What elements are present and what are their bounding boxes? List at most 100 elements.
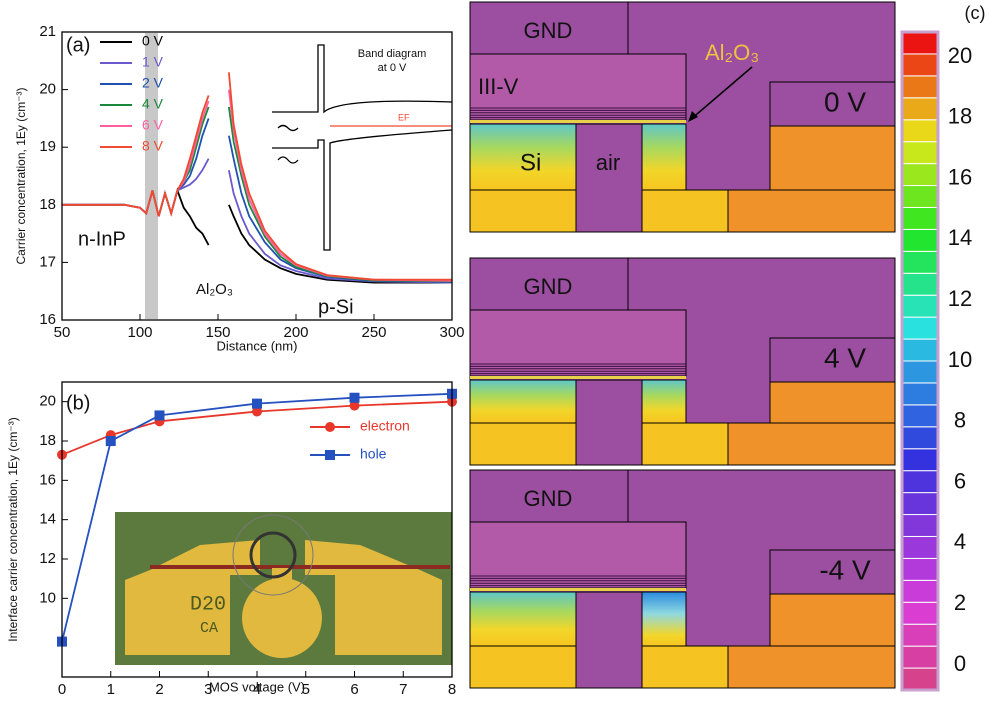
layer-label: air bbox=[596, 150, 620, 175]
legend-label: 6 V bbox=[142, 117, 164, 133]
colorbar-label: 12 bbox=[948, 286, 972, 311]
figure: Band diagram at 0 V EF D20 CA GND0 VIII-… bbox=[0, 0, 989, 697]
legend-label: 2 V bbox=[142, 75, 164, 91]
p-si bbox=[770, 126, 895, 190]
colorbar-step bbox=[902, 471, 938, 493]
silicon bbox=[642, 592, 686, 646]
device-photo bbox=[115, 512, 452, 665]
colorbar-label: 18 bbox=[948, 104, 972, 129]
colorbar-step bbox=[902, 186, 938, 208]
y-tick-label: 14 bbox=[39, 511, 56, 528]
x-tick-label: 300 bbox=[439, 324, 464, 341]
colorbar-label: 0 bbox=[954, 651, 966, 676]
y-tick-label: 18 bbox=[39, 432, 56, 449]
x-tick-label: 7 bbox=[399, 681, 407, 697]
x-tick-label: 1 bbox=[107, 681, 115, 697]
colorbar-step bbox=[902, 558, 938, 580]
legend-marker bbox=[325, 422, 335, 432]
p-si bbox=[728, 190, 895, 232]
colorbar-step bbox=[902, 668, 938, 690]
oxide bbox=[470, 588, 686, 591]
colorbar-step bbox=[902, 383, 938, 405]
colorbar-step bbox=[902, 76, 938, 98]
y-tick-label: 21 bbox=[39, 23, 56, 40]
annotation: Al₂O₃ bbox=[196, 281, 233, 298]
y-tick-label: 19 bbox=[39, 138, 56, 155]
colorbar-step bbox=[902, 580, 938, 602]
colorbar-step bbox=[902, 449, 938, 471]
y-tick-label: 17 bbox=[39, 253, 56, 270]
voltage-label: -4 V bbox=[819, 554, 871, 585]
colorbar-step bbox=[902, 427, 938, 449]
colorbar-label: 8 bbox=[954, 408, 966, 433]
silicon-slab bbox=[642, 190, 728, 232]
silicon bbox=[470, 592, 576, 646]
colorbar-step bbox=[902, 142, 938, 164]
layer-label: III-V bbox=[478, 74, 519, 99]
voltage-label: 0 V bbox=[824, 86, 866, 117]
silicon-slab bbox=[642, 646, 728, 688]
silicon-slab bbox=[470, 190, 576, 232]
band-diagram-inset bbox=[272, 45, 452, 250]
gnd-label: GND bbox=[524, 274, 573, 299]
y-tick-label: 10 bbox=[39, 589, 56, 606]
colorbar-label: 20 bbox=[948, 43, 972, 68]
panel-label: (b) bbox=[66, 392, 90, 414]
x-axis-title: Distance (nm) bbox=[217, 338, 298, 353]
colorbar-label: 2 bbox=[954, 590, 966, 615]
colorbar-step bbox=[902, 339, 938, 361]
air-gap bbox=[576, 380, 642, 465]
plot-frame bbox=[62, 32, 452, 320]
colorbar-step bbox=[902, 405, 938, 427]
annotation: n-InP bbox=[78, 228, 126, 250]
colorbar-step bbox=[902, 273, 938, 295]
legend-label: 4 V bbox=[142, 96, 164, 112]
colorbar-label: 10 bbox=[948, 347, 972, 372]
x-tick-label: 0 bbox=[58, 681, 66, 697]
p-si bbox=[728, 646, 895, 688]
point bbox=[252, 399, 262, 409]
legend-label: 8 V bbox=[142, 138, 164, 154]
point bbox=[350, 393, 360, 403]
gnd-label: GND bbox=[524, 18, 573, 43]
legend-label: 1 V bbox=[142, 54, 164, 70]
p-si bbox=[770, 594, 895, 646]
y-axis-title: Carrier concentration, 1Ey (cm⁻³) bbox=[14, 87, 28, 264]
y-tick-label: 20 bbox=[39, 81, 56, 98]
colorbar-step bbox=[902, 54, 938, 76]
point bbox=[106, 436, 116, 446]
voltage-label: 4 V bbox=[824, 342, 866, 373]
colorbar-step bbox=[902, 207, 938, 229]
colorbar-step bbox=[902, 98, 938, 120]
colorbar-step bbox=[902, 251, 938, 273]
y-tick-label: 12 bbox=[39, 550, 56, 567]
panel-label: (a) bbox=[66, 34, 90, 56]
silicon-slab bbox=[470, 646, 576, 688]
colorbar-label: 14 bbox=[948, 225, 972, 250]
x-tick-label: 50 bbox=[54, 324, 71, 341]
colorbar-step bbox=[902, 295, 938, 317]
silicon bbox=[642, 380, 686, 423]
legend-label: electron bbox=[360, 418, 410, 434]
colorbar-step bbox=[902, 317, 938, 339]
colorbar-label: 4 bbox=[954, 529, 966, 554]
x-tick-label: 8 bbox=[448, 681, 456, 697]
colorbar-step bbox=[902, 229, 938, 251]
fermi-label: EF bbox=[398, 112, 410, 122]
x-tick-label: 250 bbox=[361, 324, 386, 341]
silicon bbox=[642, 124, 686, 190]
air-gap bbox=[576, 124, 642, 232]
oxide bbox=[470, 120, 686, 123]
silicon bbox=[470, 380, 576, 423]
oxide bbox=[470, 376, 686, 379]
point bbox=[155, 410, 165, 420]
silicon-slab bbox=[470, 423, 576, 465]
x-axis-title: MOS voltage (V) bbox=[209, 679, 305, 694]
series-line bbox=[62, 107, 452, 282]
colorbar-step bbox=[902, 624, 938, 646]
panel-label: (c) bbox=[965, 3, 986, 23]
colorbar-step bbox=[902, 120, 938, 142]
legend-label: hole bbox=[360, 446, 387, 462]
y-tick-label: 16 bbox=[39, 471, 56, 488]
